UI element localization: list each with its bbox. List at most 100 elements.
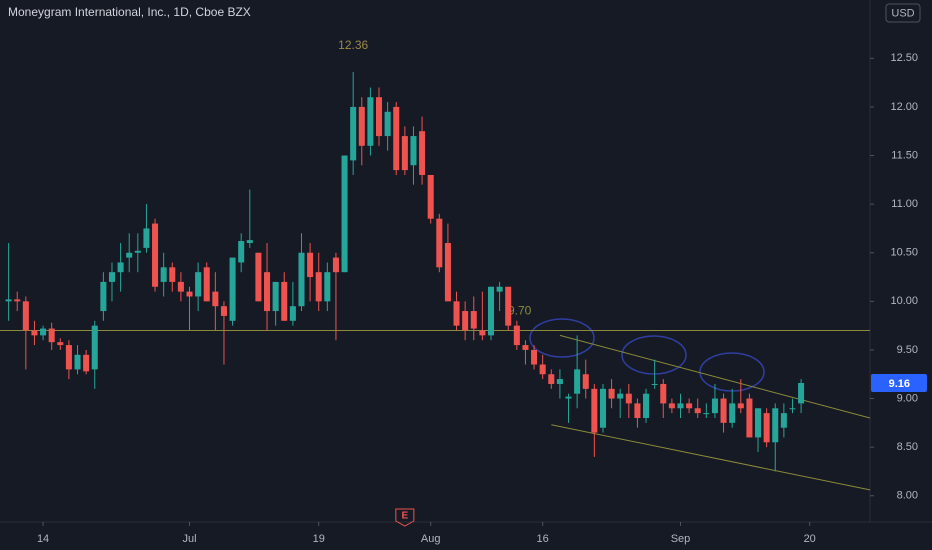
candle-body bbox=[272, 281, 279, 312]
x-tick-label: 19 bbox=[313, 533, 325, 545]
candle-body bbox=[548, 374, 555, 384]
candle-body bbox=[444, 243, 451, 302]
candle-body bbox=[505, 286, 512, 326]
candle-body bbox=[5, 299, 12, 302]
candle-body bbox=[65, 345, 72, 370]
candle-body bbox=[591, 388, 598, 433]
candle-body bbox=[384, 111, 391, 137]
ellipses bbox=[529, 318, 765, 392]
candle-body bbox=[281, 281, 288, 321]
candle-body bbox=[625, 393, 632, 404]
candle-body bbox=[746, 398, 753, 438]
currency[interactable]: USD bbox=[891, 7, 914, 19]
candle-body bbox=[238, 241, 245, 263]
x-tick-label: Jul bbox=[182, 533, 196, 545]
candle-body bbox=[358, 106, 365, 146]
candle-body bbox=[574, 369, 581, 394]
candle-body bbox=[763, 413, 770, 443]
candle-body bbox=[703, 413, 710, 415]
candle-body bbox=[487, 286, 495, 336]
y-tick-label: 10.00 bbox=[890, 295, 918, 307]
candle-body bbox=[711, 398, 718, 414]
candle-body bbox=[729, 403, 736, 423]
x-tick-label: Sep bbox=[671, 533, 691, 545]
candle-body bbox=[531, 349, 538, 365]
candle-body bbox=[108, 272, 115, 282]
candle-body bbox=[462, 311, 469, 331]
candle-body bbox=[324, 272, 331, 302]
candle-body bbox=[634, 403, 641, 418]
candle-body bbox=[789, 408, 796, 410]
candle-body bbox=[479, 330, 486, 336]
candle-body bbox=[134, 250, 141, 253]
candle-body bbox=[694, 408, 701, 414]
candle-body bbox=[496, 286, 503, 292]
candle-body bbox=[220, 306, 227, 316]
x-tick-label: 16 bbox=[537, 533, 549, 545]
candle-body bbox=[427, 174, 434, 219]
candle-body bbox=[470, 311, 477, 329]
candle-body bbox=[643, 393, 650, 418]
candle-body bbox=[177, 281, 184, 292]
candle-body bbox=[780, 413, 787, 428]
peak-label: 12.36 bbox=[338, 38, 368, 52]
candle-body bbox=[332, 257, 339, 273]
candle-body bbox=[307, 252, 314, 278]
candle-body bbox=[83, 354, 90, 372]
candle-body bbox=[539, 364, 546, 375]
candle-body bbox=[229, 257, 236, 321]
y-tick-label: 9.00 bbox=[897, 392, 918, 404]
ellipse bbox=[529, 318, 595, 358]
x-tick-label: 20 bbox=[804, 533, 816, 545]
candle-body bbox=[195, 272, 202, 297]
trend-line bbox=[559, 334, 871, 419]
y-tick-label: 8.50 bbox=[897, 441, 918, 453]
candle-body bbox=[91, 325, 98, 370]
candle-body bbox=[255, 252, 262, 302]
candle-body bbox=[401, 136, 408, 171]
candle-body bbox=[160, 267, 167, 282]
candle-body bbox=[31, 330, 38, 336]
candle-body bbox=[246, 240, 253, 244]
y-tick-label: 10.50 bbox=[890, 247, 918, 259]
candle-body bbox=[264, 272, 271, 312]
candle-body bbox=[341, 155, 348, 273]
x-tick-label: Aug bbox=[421, 533, 441, 545]
candle-body bbox=[556, 379, 563, 384]
currency-box[interactable] bbox=[885, 3, 921, 23]
candle-body bbox=[522, 345, 529, 350]
earnings-label: E bbox=[402, 511, 409, 522]
candle-body bbox=[22, 301, 29, 331]
last-price: 9.16 bbox=[889, 378, 910, 390]
y-tick-label: 11.50 bbox=[891, 149, 918, 161]
candle-body bbox=[117, 262, 124, 273]
candle-body bbox=[436, 218, 443, 268]
candle-body bbox=[755, 408, 762, 438]
trend-line bbox=[551, 424, 871, 491]
candle-body bbox=[298, 252, 305, 307]
candle-body bbox=[737, 403, 744, 409]
candle-body bbox=[720, 398, 727, 423]
candle-body bbox=[143, 228, 150, 248]
y-tick-label: 8.00 bbox=[897, 490, 918, 502]
candle-body bbox=[48, 328, 55, 343]
candle-body bbox=[57, 342, 64, 346]
candle-body bbox=[203, 267, 210, 302]
candle-body bbox=[289, 306, 296, 321]
candle-body bbox=[169, 267, 176, 282]
candle-body bbox=[513, 325, 520, 346]
candle-body bbox=[582, 374, 589, 389]
candle-body bbox=[212, 291, 219, 307]
candle-body bbox=[186, 291, 193, 297]
candle-body bbox=[617, 393, 624, 399]
candle-body bbox=[126, 252, 133, 258]
candle-body bbox=[375, 97, 383, 137]
candle-body bbox=[410, 136, 417, 166]
last-price-box bbox=[871, 373, 927, 392]
candle-body bbox=[40, 328, 47, 336]
candle-body bbox=[152, 223, 159, 287]
candle-body bbox=[350, 106, 357, 161]
candle-body bbox=[651, 383, 658, 385]
